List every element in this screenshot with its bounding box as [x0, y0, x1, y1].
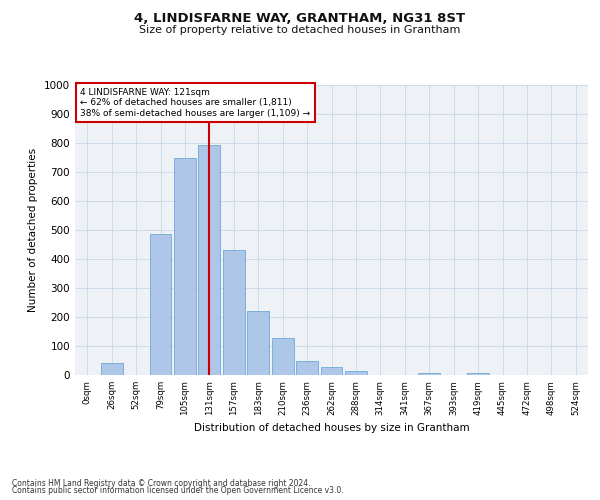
- Bar: [223, 250, 245, 375]
- Bar: [101, 364, 122, 375]
- Bar: [467, 373, 489, 375]
- Bar: [296, 360, 318, 375]
- Bar: [418, 372, 440, 375]
- Bar: [174, 158, 196, 375]
- X-axis label: Distribution of detached houses by size in Grantham: Distribution of detached houses by size …: [194, 423, 469, 433]
- Y-axis label: Number of detached properties: Number of detached properties: [28, 148, 38, 312]
- Text: 4 LINDISFARNE WAY: 121sqm
← 62% of detached houses are smaller (1,811)
38% of se: 4 LINDISFARNE WAY: 121sqm ← 62% of detac…: [80, 88, 310, 118]
- Text: Contains HM Land Registry data © Crown copyright and database right 2024.: Contains HM Land Registry data © Crown c…: [12, 478, 311, 488]
- Bar: [199, 145, 220, 375]
- Bar: [272, 338, 293, 375]
- Bar: [345, 370, 367, 375]
- Bar: [149, 234, 172, 375]
- Text: Contains public sector information licensed under the Open Government Licence v3: Contains public sector information licen…: [12, 486, 344, 495]
- Bar: [320, 367, 343, 375]
- Bar: [247, 311, 269, 375]
- Text: Size of property relative to detached houses in Grantham: Size of property relative to detached ho…: [139, 25, 461, 35]
- Text: 4, LINDISFARNE WAY, GRANTHAM, NG31 8ST: 4, LINDISFARNE WAY, GRANTHAM, NG31 8ST: [134, 12, 466, 26]
